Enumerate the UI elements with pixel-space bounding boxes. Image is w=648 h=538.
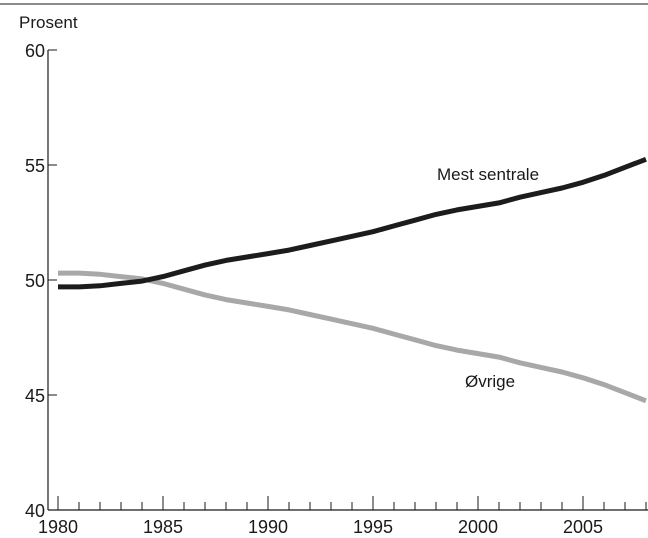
plot-area xyxy=(58,156,647,404)
x-tick-label: 2005 xyxy=(563,517,603,537)
x-tick-label: 1980 xyxy=(38,517,78,537)
y-tick-label: 45 xyxy=(25,386,45,406)
x-axis: 1980 1985 1990 1995 2000 2005 xyxy=(38,496,648,537)
y-tick-label: 55 xyxy=(25,156,45,176)
y-axis: 40 45 50 55 60 xyxy=(25,41,57,521)
x-tick-label: 1985 xyxy=(143,517,183,537)
x-tick-label: 1995 xyxy=(353,517,393,537)
series-line-mest-sentrale xyxy=(58,156,647,290)
y-tick-label: 50 xyxy=(25,271,45,291)
y-axis-label: Prosent xyxy=(19,13,78,32)
y-tick-label: 40 xyxy=(25,501,45,521)
series-line-ovrige xyxy=(58,270,647,404)
y-tick-label: 60 xyxy=(25,41,45,61)
series-label-ovrige: Øvrige xyxy=(465,372,515,391)
series-labels: Mest sentrale Øvrige xyxy=(437,165,539,391)
x-tick-label: 2000 xyxy=(458,517,498,537)
series-label-mest-sentrale: Mest sentrale xyxy=(437,165,539,184)
x-tick-label: 1990 xyxy=(248,517,288,537)
